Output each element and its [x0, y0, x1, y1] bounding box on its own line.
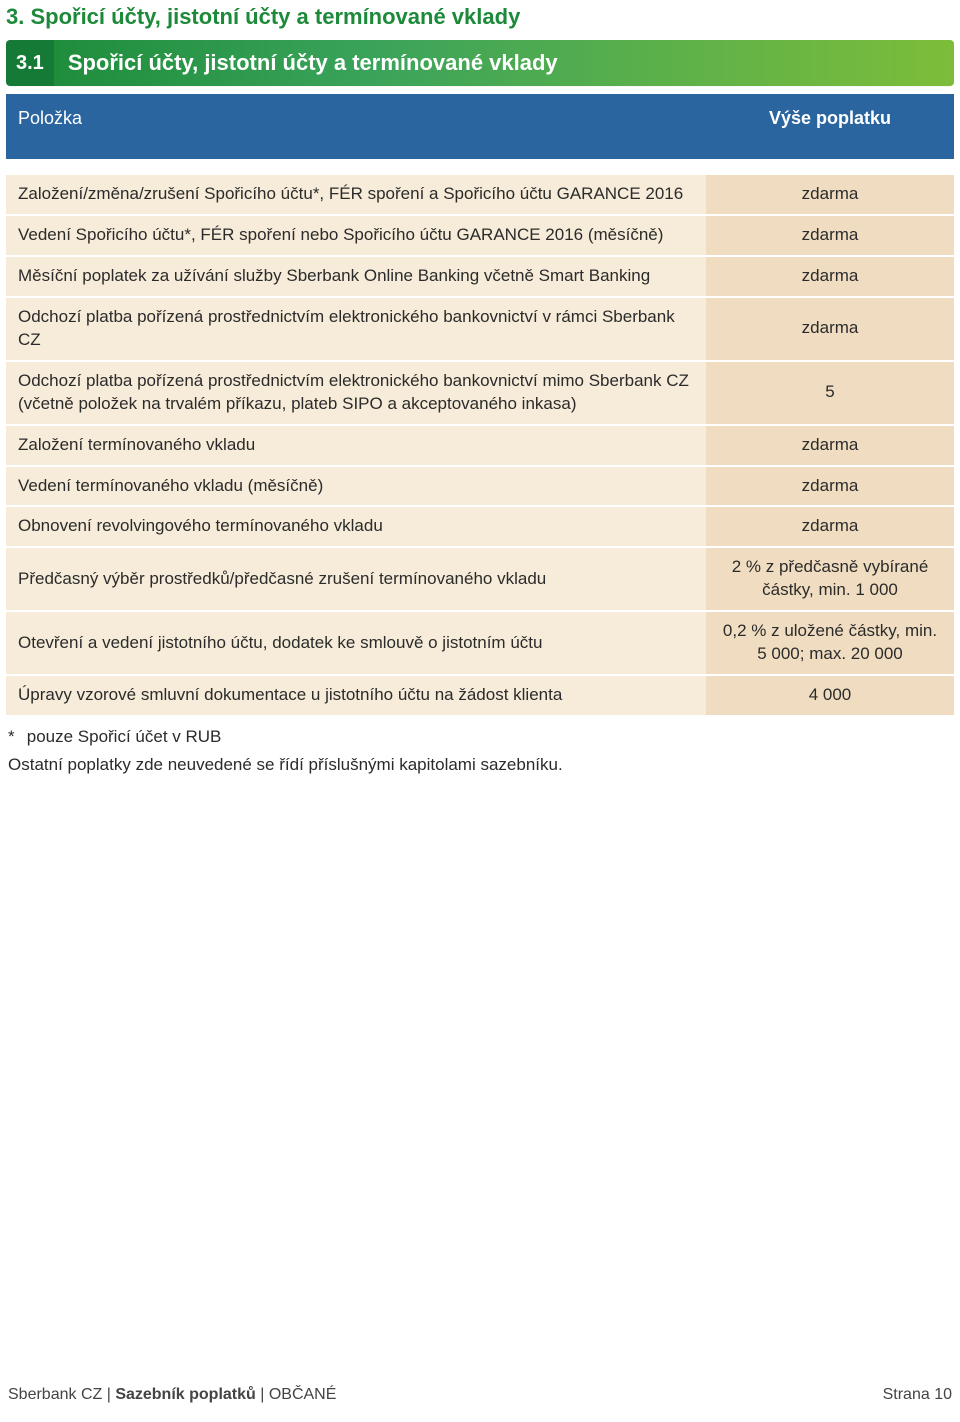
section-number: 3.1 [6, 40, 54, 86]
cell-item: Předčasný výběr prostředků/předčasné zru… [6, 548, 706, 610]
table-row: Vedení Spořicího účtu*, FÉR spoření nebo… [6, 216, 954, 255]
cell-item: Odchozí platba pořízená prostřednictvím … [6, 362, 706, 424]
note-text: Ostatní poplatky zde neuvedené se řídí p… [0, 749, 960, 781]
section-band: 3.1 Spořicí účty, jistotní účty a termín… [6, 40, 954, 86]
footer-sep: | [102, 1386, 115, 1403]
cell-item: Úpravy vzorové smluvní dokumentace u jis… [6, 676, 706, 715]
cell-fee: 5 [706, 362, 954, 424]
cell-fee: zdarma [706, 216, 954, 255]
cell-item: Měsíční poplatek za užívání služby Sberb… [6, 257, 706, 296]
table-row: Úpravy vzorové smluvní dokumentace u jis… [6, 676, 954, 715]
cell-item: Založení/změna/zrušení Spořicího účtu*, … [6, 175, 706, 214]
footer-brand-right: OBČANÉ [269, 1386, 337, 1403]
footnote-mark: * [8, 727, 22, 747]
table-row: Otevření a vedení jistotního účtu, dodat… [6, 612, 954, 674]
spacer-row [6, 161, 954, 173]
footnote: * pouze Spořicí účet v RUB [0, 717, 960, 749]
table-row: Měsíční poplatek za užívání služby Sberb… [6, 257, 954, 296]
footer-brand: Sberbank CZ | Sazebník poplatků | OBČANÉ [8, 1386, 336, 1404]
cell-item: Založení termínovaného vkladu [6, 426, 706, 465]
section-title: Spořicí účty, jistotní účty a termínovan… [54, 40, 954, 86]
footer-page-number: Strana 10 [883, 1386, 952, 1404]
page-footer: Sberbank CZ | Sazebník poplatků | OBČANÉ… [8, 1386, 952, 1404]
footer-sep: | [256, 1386, 269, 1403]
cell-item: Obnovení revolvingového termínovaného vk… [6, 507, 706, 546]
table-row: Předčasný výběr prostředků/předčasné zru… [6, 548, 954, 610]
cell-item: Vedení termínovaného vkladu (měsíčně) [6, 467, 706, 506]
cell-fee: zdarma [706, 257, 954, 296]
cell-fee: zdarma [706, 426, 954, 465]
footer-brand-left: Sberbank CZ [8, 1386, 102, 1403]
table-row: Obnovení revolvingového termínovaného vk… [6, 507, 954, 546]
cell-item: Vedení Spořicího účtu*, FÉR spoření nebo… [6, 216, 706, 255]
cell-fee: zdarma [706, 507, 954, 546]
header-fee: Výše poplatku [706, 94, 954, 159]
table-row: Odchozí platba pořízená prostřednictvím … [6, 362, 954, 424]
cell-fee: 0,2 % z uložené částky, min. 5 000; max.… [706, 612, 954, 674]
cell-fee: zdarma [706, 175, 954, 214]
table-row: Založení/změna/zrušení Spořicího účtu*, … [6, 175, 954, 214]
table-row: Vedení termínovaného vkladu (měsíčně) zd… [6, 467, 954, 506]
header-item: Položka [6, 94, 706, 159]
table-row: Odchozí platba pořízená prostřednictvím … [6, 298, 954, 360]
cell-fee: zdarma [706, 298, 954, 360]
cell-fee: zdarma [706, 467, 954, 506]
fees-table: Položka Výše poplatku Založení/změna/zru… [6, 92, 954, 717]
table-row: Založení termínovaného vkladu zdarma [6, 426, 954, 465]
cell-fee: 2 % z předčasně vybírané částky, min. 1 … [706, 548, 954, 610]
cell-fee: 4 000 [706, 676, 954, 715]
cell-item: Odchozí platba pořízená prostřednictvím … [6, 298, 706, 360]
footnote-text: pouze Spořicí účet v RUB [27, 727, 222, 746]
footer-brand-bold: Sazebník poplatků [115, 1386, 255, 1403]
table-header-row: Položka Výše poplatku [6, 94, 954, 159]
page-title: 3. Spořicí účty, jistotní účty a termíno… [0, 0, 960, 40]
cell-item: Otevření a vedení jistotního účtu, dodat… [6, 612, 706, 674]
